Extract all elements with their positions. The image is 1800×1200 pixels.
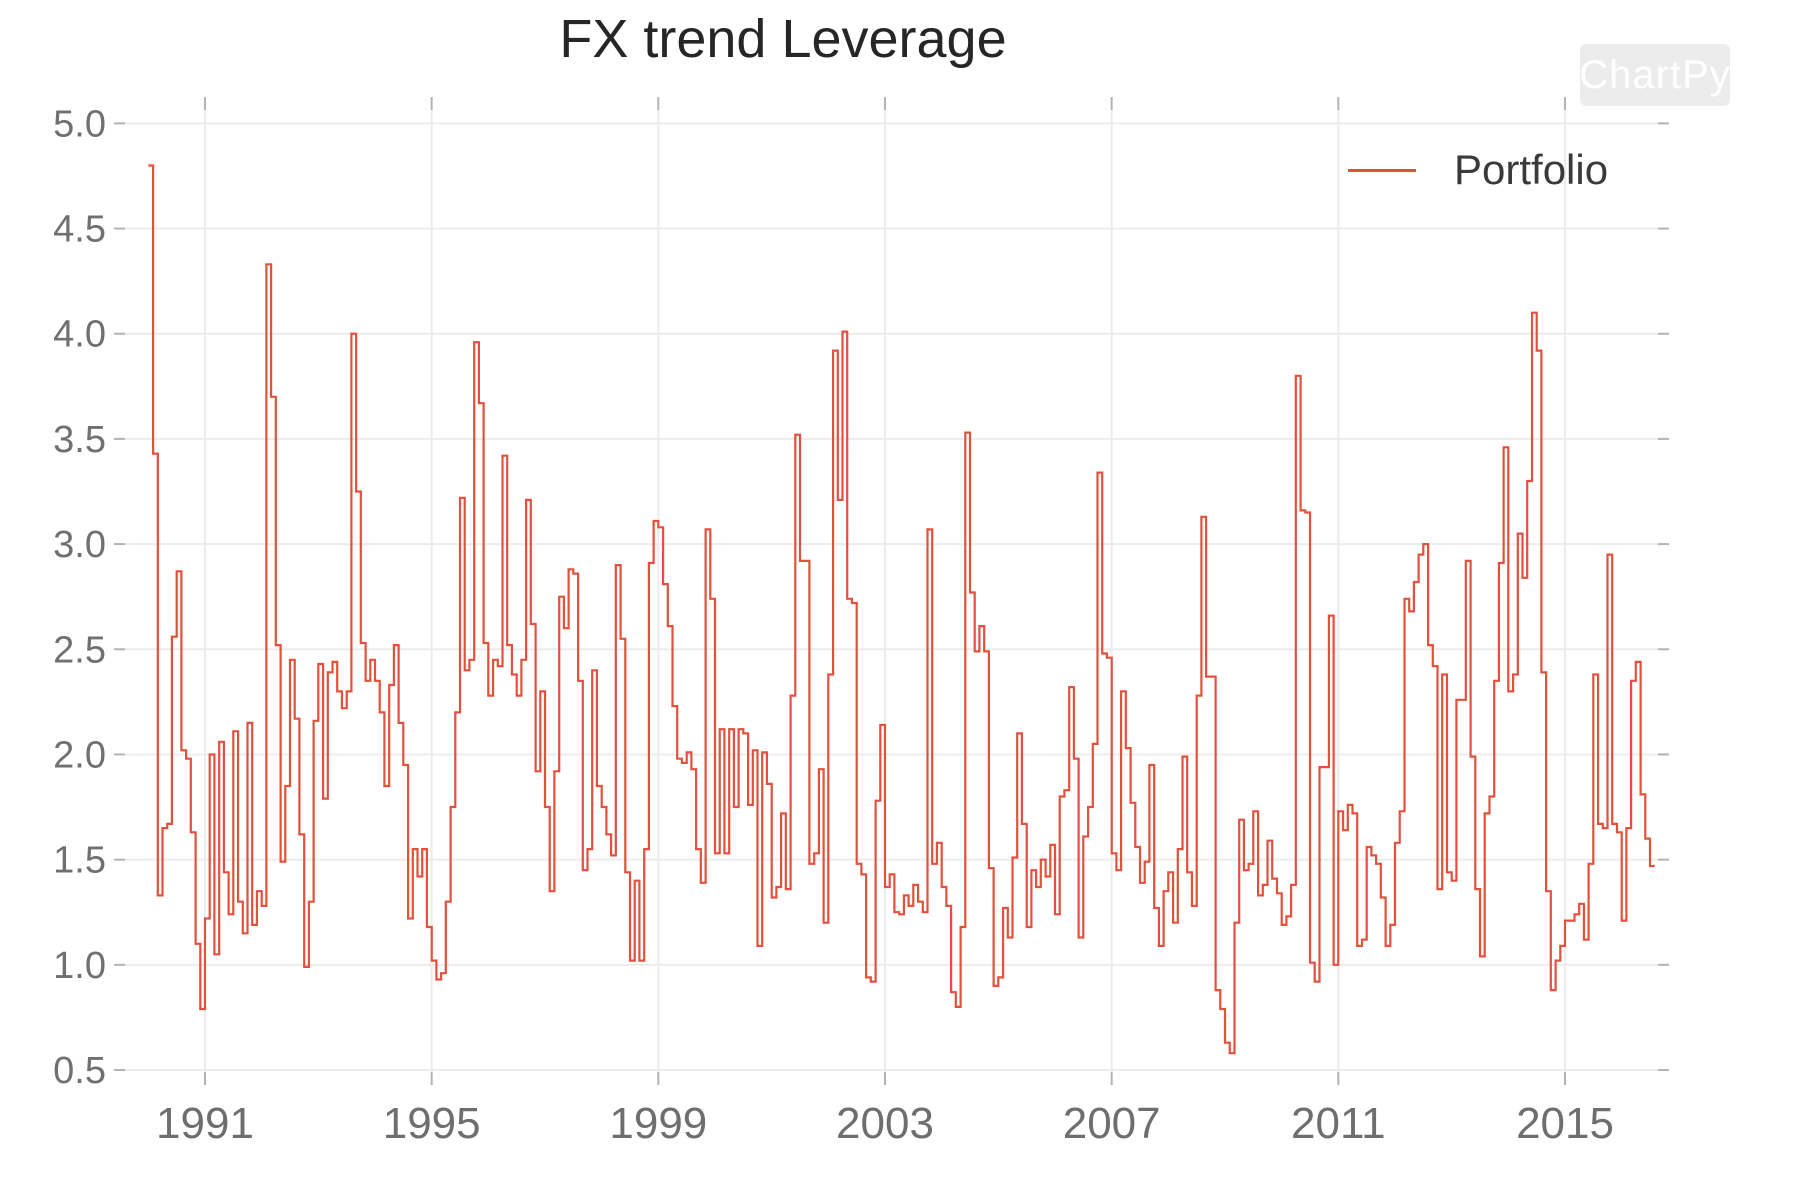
x-tick-label: 2011 (1291, 1099, 1386, 1148)
x-tick-label: 1991 (156, 1099, 254, 1148)
x-tick-label: 1999 (609, 1099, 707, 1148)
y-tick-label: 5.0 (53, 103, 106, 145)
legend: Portfolio (1348, 146, 1608, 194)
y-tick-label: 2.5 (53, 629, 106, 671)
x-tick-label: 2003 (836, 1099, 934, 1148)
y-tick-label: 4.0 (53, 314, 106, 356)
y-tick-label: 3.0 (53, 524, 106, 566)
chart-title: FX trend Leverage (559, 9, 1007, 69)
watermark-text: ChartPy (1579, 52, 1731, 97)
watermark-badge: ChartPy (1579, 44, 1731, 106)
x-tick-label: 1995 (383, 1099, 481, 1148)
legend-label: Portfolio (1454, 146, 1609, 193)
axis-labels: 0.5 1.0 1.5 2.0 2.5 3.0 3.5 4.0 4.5 5.0 1991 1995 19… (53, 103, 1614, 1148)
series-lines (148, 164, 1655, 1055)
y-tick-label: 0.5 (53, 1050, 106, 1092)
y-tick-label: 1.5 (53, 840, 106, 882)
axis-ticks (114, 97, 1669, 1085)
gridlines (125, 110, 1658, 1085)
legend-line-icon (1348, 168, 1416, 172)
portfolio-series-line (148, 164, 1655, 1055)
y-tick-label: 2.0 (53, 734, 106, 776)
y-tick-label: 3.5 (53, 419, 106, 461)
y-tick-label: 1.0 (53, 945, 106, 987)
x-tick-label: 2015 (1516, 1099, 1614, 1148)
x-tick-label: 2007 (1063, 1099, 1161, 1148)
y-tick-label: 4.5 (53, 209, 106, 251)
